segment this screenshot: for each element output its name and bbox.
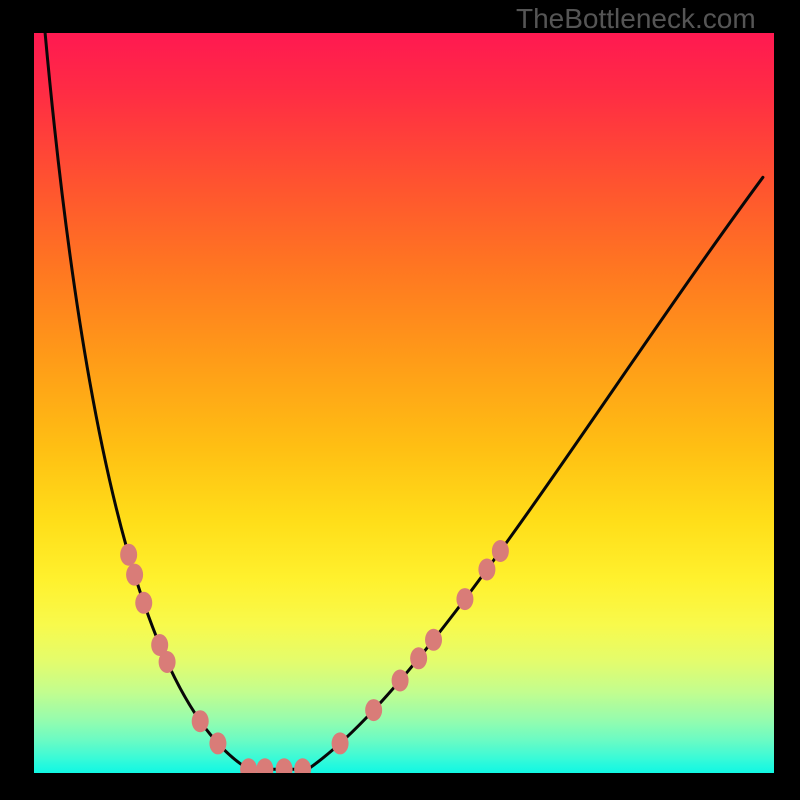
curve-marker [365, 699, 382, 721]
stage: TheBottleneck.com [0, 0, 800, 800]
curve-marker [120, 544, 137, 566]
gradient-background [34, 33, 774, 773]
curve-marker [126, 564, 143, 586]
curve-marker [192, 710, 209, 732]
watermark-text: TheBottleneck.com [516, 3, 756, 35]
curve-marker [492, 540, 509, 562]
curve-marker [425, 629, 442, 651]
curve-marker [456, 588, 473, 610]
chart-plot [34, 33, 774, 773]
curve-marker [135, 592, 152, 614]
curve-marker [209, 732, 226, 754]
curve-marker [478, 559, 495, 581]
curve-marker [159, 651, 176, 673]
chart-svg [34, 33, 774, 773]
curve-marker [410, 647, 427, 669]
curve-marker [392, 670, 409, 692]
curve-marker [332, 732, 349, 754]
